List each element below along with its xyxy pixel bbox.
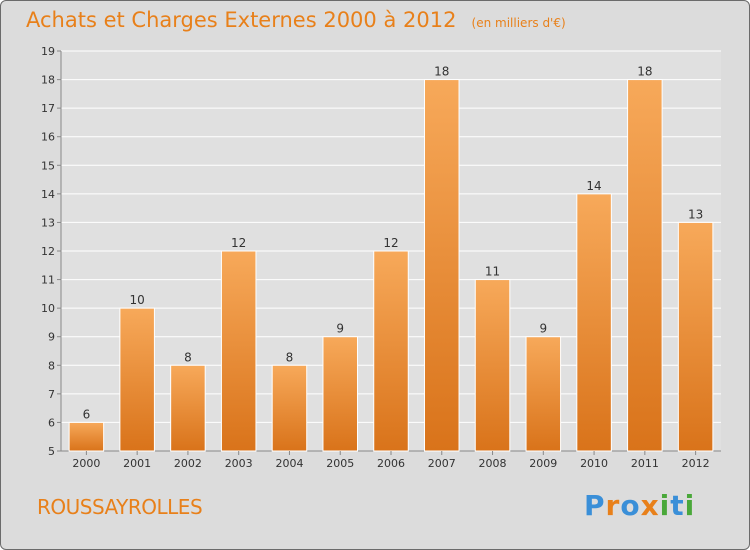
y-tick-label: 15 [41, 159, 55, 172]
y-tick-label: 17 [41, 102, 55, 115]
y-tick-label: 8 [48, 359, 55, 372]
bar [576, 193, 612, 452]
logo-letter: t [670, 489, 685, 522]
y-tick-label: 19 [41, 45, 55, 58]
logo-letter: i [659, 489, 671, 522]
bar [119, 307, 155, 452]
x-tick-label: 2009 [529, 457, 557, 470]
logo-letter: o [620, 489, 641, 522]
data-label: 10 [130, 293, 145, 307]
bar [627, 79, 663, 452]
x-tick-label: 2008 [479, 457, 507, 470]
plot-area: 5 6 7 8 9 10 11 12 13 14 15 16 17 18 19 6 2000 10 2001 8 200… [41, 45, 721, 470]
x-tick-label: 2003 [225, 457, 253, 470]
data-label: 12 [231, 236, 246, 250]
bar [677, 221, 714, 452]
bar [525, 336, 562, 452]
y-tick-label: 7 [48, 388, 55, 401]
bar [271, 364, 308, 452]
bar [373, 250, 409, 452]
data-label: 9 [336, 322, 344, 336]
data-label: 6 [83, 407, 91, 421]
x-tick-label: 2012 [682, 457, 710, 470]
bar [474, 279, 511, 452]
y-tick-label: 18 [41, 74, 55, 87]
x-tick-label: 2005 [326, 457, 354, 470]
bar [170, 364, 206, 452]
y-tick-label: 13 [41, 216, 55, 229]
x-tick-label: 2010 [580, 457, 608, 470]
y-tick-label: 12 [41, 245, 55, 258]
commune-name: ROUSSAYROLLES [37, 495, 203, 519]
data-label: 18 [434, 65, 449, 79]
data-label: 14 [586, 179, 601, 193]
logo-letter: r [605, 489, 621, 522]
bar [424, 79, 460, 452]
y-tick-label: 11 [41, 274, 55, 287]
data-label: 12 [383, 236, 398, 250]
data-label: 18 [637, 65, 652, 79]
chart-subtitle: (en milliers d'€) [471, 16, 566, 30]
y-tick-label: 9 [48, 331, 55, 344]
y-tick-label: 6 [48, 416, 55, 429]
x-tick-label: 2007 [428, 457, 456, 470]
data-label: 11 [485, 265, 500, 279]
y-tick-label: 14 [41, 188, 55, 201]
chart-title: Achats et Charges Externes 2000 à 2012 [26, 8, 457, 32]
x-tick-label: 2011 [631, 457, 659, 470]
data-label: 8 [184, 350, 192, 364]
logo-letter: P [584, 489, 606, 522]
logo-letter: i [684, 489, 696, 522]
title-row: Achats et Charges Externes 2000 à 2012 (… [26, 8, 566, 32]
bar [220, 250, 257, 452]
x-tick-label: 2004 [275, 457, 303, 470]
x-tick-label: 2000 [72, 457, 100, 470]
x-tick-label: 2006 [377, 457, 405, 470]
bar [322, 336, 358, 452]
data-label: 9 [539, 322, 547, 336]
bar [68, 421, 105, 452]
data-label: 13 [688, 207, 703, 221]
x-tick-label: 2002 [174, 457, 202, 470]
y-tick-label: 10 [41, 302, 55, 315]
logo-letter: x [640, 489, 660, 522]
y-tick-label: 16 [41, 131, 55, 144]
data-label: 8 [286, 350, 294, 364]
y-tick-label: 5 [48, 445, 55, 458]
proxiti-logo[interactable]: Proxiti [584, 489, 695, 522]
x-tick-label: 2001 [123, 457, 151, 470]
